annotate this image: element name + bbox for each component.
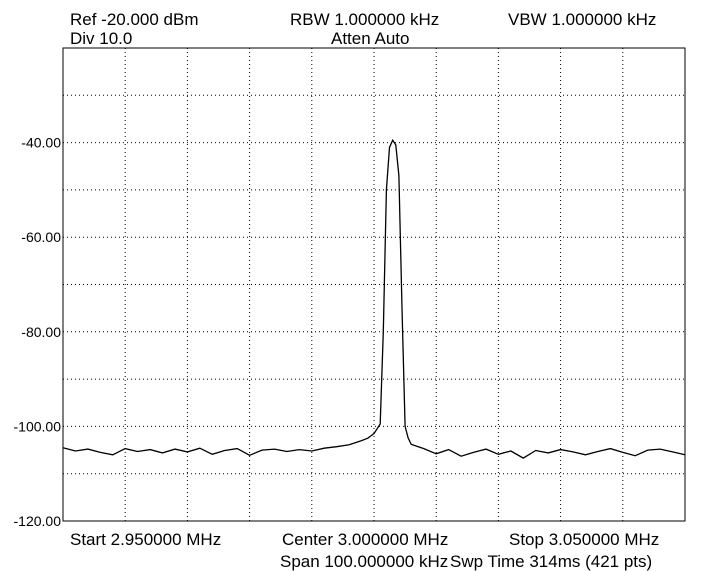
rbw-label: RBW 1.000000 kHz [290,10,440,29]
center-freq-label: Center 3.000000 MHz [282,530,449,549]
y-tick-label: -60.00 [21,229,61,245]
div-label: Div 10.0 [70,29,133,48]
y-tick-label: -80.00 [21,324,61,340]
stop-freq-label: Stop 3.050000 MHz [509,530,660,549]
y-axis-ticks: -40.00 -60.00 -80.00 -100.00 -120.00 [14,135,62,529]
plot-frame [62,47,686,522]
grid [63,48,685,521]
y-tick-label: -120.00 [14,513,62,529]
y-tick-label: -40.00 [21,135,61,151]
span-label: Span 100.000000 kHz [280,552,449,571]
y-tick-label: -100.00 [14,418,62,434]
ref-level-label: Ref -20.000 dBm [70,10,199,29]
spectrum-trace [62,138,686,459]
sweep-time-label: Swp Time 314ms (421 pts) [450,552,653,571]
start-freq-label: Start 2.950000 MHz [70,530,222,549]
vbw-label: VBW 1.000000 kHz [508,10,657,29]
atten-label: Atten Auto [331,29,410,48]
